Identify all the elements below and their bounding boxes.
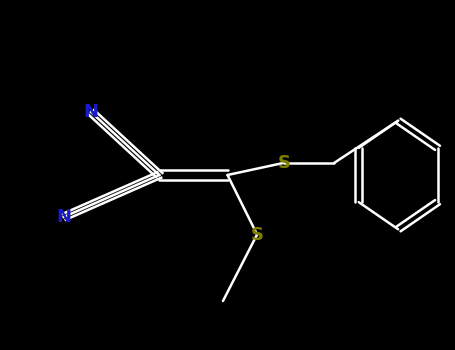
Text: N: N bbox=[84, 103, 98, 121]
Text: S: S bbox=[278, 154, 291, 172]
Text: S: S bbox=[251, 225, 263, 244]
Text: N: N bbox=[56, 208, 71, 226]
